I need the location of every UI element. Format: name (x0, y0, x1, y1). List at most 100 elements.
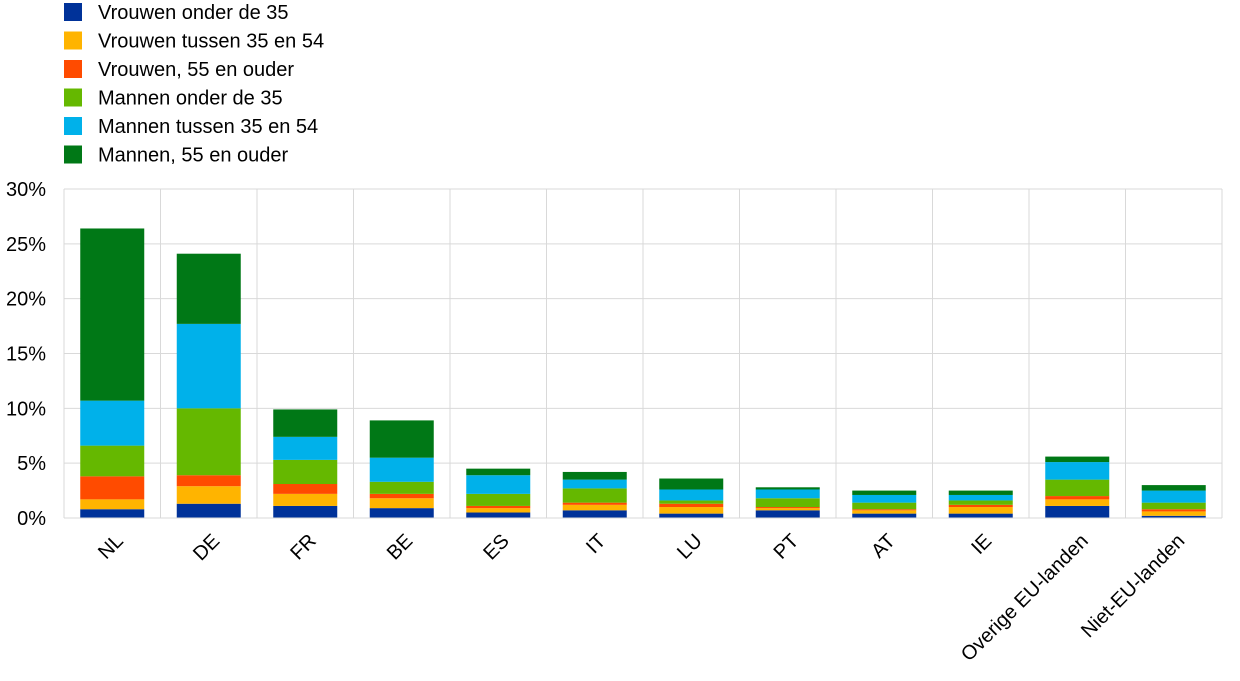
y-axis: 0% 5% 10% 15% 20% 25% 30% (6, 179, 46, 530)
bar-segment (369, 420, 434, 458)
bar-stack (273, 409, 338, 518)
bar-segment (852, 502, 917, 510)
bar-segment (948, 507, 1013, 514)
y-tick-label: 15% (6, 344, 46, 366)
bar-segment (80, 400, 145, 446)
bar-segment (852, 513, 917, 518)
y-tick-label: 20% (6, 289, 46, 311)
bar-segment (1045, 496, 1110, 500)
bar-segment (1045, 499, 1110, 506)
bar-segment (466, 468, 531, 476)
bar-segment (273, 409, 338, 437)
y-tick-label: 30% (6, 179, 46, 201)
bar-segment (562, 488, 627, 503)
bar-stack (466, 468, 531, 518)
bar-segment (273, 484, 338, 494)
bar-stack (755, 487, 820, 518)
legend-label: Mannen tussen 35 en 54 (98, 116, 318, 138)
bar-segment (852, 510, 917, 514)
bar-segment (659, 507, 724, 514)
bar-segment (176, 475, 241, 487)
bar-segment (176, 408, 241, 476)
x-tick-label: NL (94, 530, 128, 564)
bar-segment (852, 509, 917, 511)
legend-label: Vrouwen tussen 35 en 54 (98, 31, 324, 53)
bar-segment (1141, 485, 1206, 491)
x-tick-label: PT (770, 530, 804, 564)
legend: Vrouwen onder de 35 Vrouwen tussen 35 en … (64, 2, 324, 167)
bar-segment (755, 507, 820, 509)
x-tick-label: IE (967, 530, 996, 559)
bar-segment (466, 512, 531, 518)
bar-stack (1045, 456, 1110, 518)
x-tick-label: AT (867, 530, 900, 563)
bar-segment (659, 478, 724, 490)
bar-stack (176, 253, 241, 518)
x-tick-label: ES (479, 530, 513, 564)
legend-label: Mannen, 55 en ouder (98, 145, 288, 167)
bar-segment (1045, 462, 1110, 480)
legend-label: Vrouwen onder de 35 (98, 2, 289, 24)
bar-stack (1141, 485, 1206, 518)
bar-stack (659, 478, 724, 518)
x-tick-label: BE (383, 530, 417, 564)
bar-segment (659, 503, 724, 508)
bar-segment (1045, 456, 1110, 463)
bar-segment (1045, 505, 1110, 518)
x-tick-label: IT (582, 530, 610, 558)
bar-segment (369, 457, 434, 482)
bar-segment (466, 475, 531, 494)
bar-segment (466, 505, 531, 509)
legend-swatch (64, 60, 82, 78)
legend-swatch (64, 117, 82, 135)
bar-segment (369, 481, 434, 494)
bar-segment (369, 493, 434, 499)
bar-segment (1141, 511, 1206, 516)
bar-segment (80, 445, 145, 477)
legend-swatch (64, 3, 82, 21)
bar-segment (466, 508, 531, 513)
bar-segment (659, 489, 724, 501)
bar-segment (176, 253, 241, 324)
legend-swatch (64, 145, 82, 164)
bar-segment (562, 502, 627, 505)
bar-segment (273, 493, 338, 506)
bar-segment (755, 510, 820, 518)
bar-segment (659, 500, 724, 504)
bar-segment (562, 471, 627, 480)
bar-segment (852, 494, 917, 503)
bar-segment (80, 476, 145, 500)
bar-segment (755, 487, 820, 490)
y-tick-label: 10% (6, 398, 46, 420)
bar-segment (1141, 509, 1206, 512)
bar-segment (80, 509, 145, 518)
bar-segment (176, 503, 241, 518)
legend-label: Mannen onder de 35 (98, 88, 283, 110)
bar-segment (948, 504, 1013, 508)
bar-segment (948, 494, 1013, 501)
bar-segment (273, 459, 338, 485)
y-tick-label: 0% (17, 508, 46, 530)
y-tick-label: 5% (17, 453, 46, 475)
bar-segment (562, 479, 627, 489)
bar-stack (80, 228, 145, 518)
bar-segment (1045, 479, 1110, 497)
bar-segment (852, 490, 917, 495)
bar-segment (273, 505, 338, 518)
bar-segment (369, 498, 434, 509)
x-tick-label: Niet-EU-landen (1077, 530, 1189, 642)
bar-segment (176, 486, 241, 504)
bar-segment (1141, 490, 1206, 503)
bar-segment (1141, 502, 1206, 510)
bar-stack (562, 471, 627, 518)
x-tick-label: FR (286, 530, 320, 564)
bar-segment (755, 498, 820, 508)
bar-segment (176, 323, 241, 409)
bar-segment (755, 489, 820, 499)
bar-segment (659, 513, 724, 518)
legend-swatch (64, 88, 82, 107)
bar-segment (562, 510, 627, 518)
x-tick-label: DE (189, 530, 224, 565)
